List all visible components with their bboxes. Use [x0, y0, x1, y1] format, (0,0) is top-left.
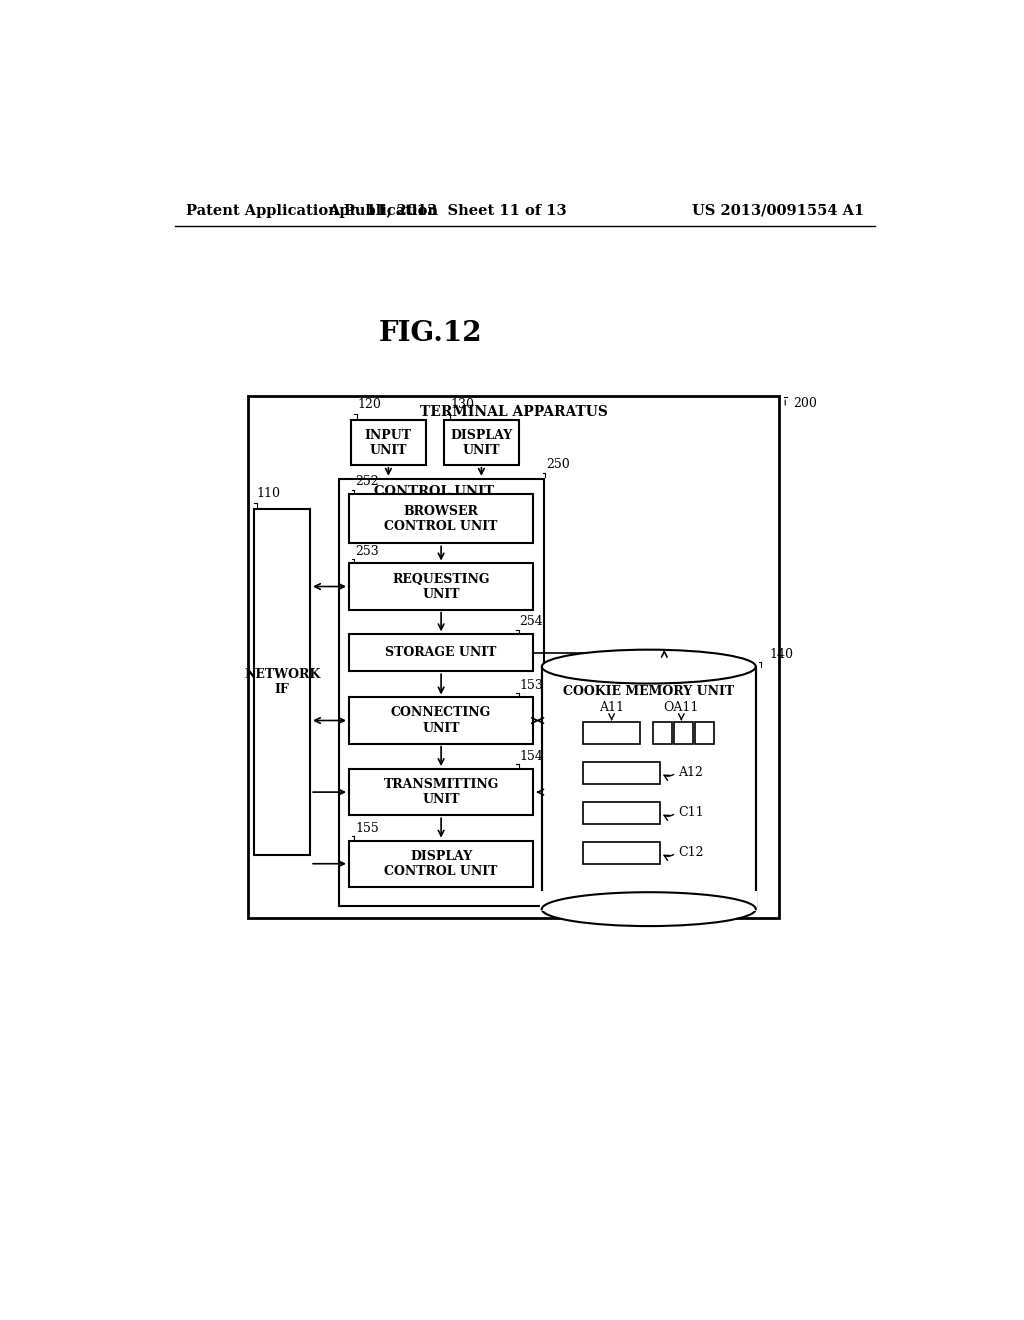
Text: Apr. 11, 2013  Sheet 11 of 13: Apr. 11, 2013 Sheet 11 of 13 [328, 203, 566, 218]
Text: A12: A12 [678, 767, 703, 779]
Text: 120: 120 [357, 399, 381, 412]
Text: STORAGE UNIT: STORAGE UNIT [385, 647, 497, 659]
Text: 252: 252 [355, 475, 379, 488]
Text: 155: 155 [355, 822, 379, 834]
Bar [254, 508, 310, 855]
Text: 253: 253 [355, 545, 379, 557]
Text: US 2013/0091554 A1: US 2013/0091554 A1 [692, 203, 864, 218]
Text: A11: A11 [599, 701, 624, 714]
Text: TRANSMITTING
UNIT: TRANSMITTING UNIT [383, 777, 499, 807]
Text: 250: 250 [547, 458, 570, 471]
Bar [349, 564, 534, 610]
Bar [652, 722, 672, 743]
Bar [339, 479, 544, 906]
Bar [694, 722, 714, 743]
Text: Patent Application Publication: Patent Application Publication [186, 203, 438, 218]
Text: TERMINAL APPARATUS: TERMINAL APPARATUS [420, 405, 607, 420]
Text: DISPLAY
CONTROL UNIT: DISPLAY CONTROL UNIT [384, 850, 498, 878]
Text: 153: 153 [519, 678, 544, 692]
Text: REQUESTING
UNIT: REQUESTING UNIT [392, 573, 489, 601]
Text: 140: 140 [770, 648, 794, 661]
Bar [542, 667, 756, 909]
Bar [349, 770, 534, 816]
Bar [349, 494, 534, 544]
Bar [351, 420, 426, 465]
Text: 110: 110 [257, 487, 281, 500]
Bar [349, 841, 534, 887]
Text: 200: 200 [793, 397, 817, 411]
Bar [349, 697, 534, 743]
Text: 154: 154 [519, 750, 544, 763]
Text: CONNECTING
UNIT: CONNECTING UNIT [391, 706, 492, 734]
Text: COOKIE MEMORY UNIT: COOKIE MEMORY UNIT [563, 685, 734, 698]
Text: BROWSER
CONTROL UNIT: BROWSER CONTROL UNIT [384, 504, 498, 533]
Bar [674, 722, 693, 743]
Bar [349, 635, 534, 671]
Text: OA11: OA11 [664, 701, 699, 714]
Text: NETWORK
IF: NETWORK IF [244, 668, 321, 696]
Ellipse shape [542, 649, 756, 684]
Text: C12: C12 [678, 846, 703, 859]
Text: C11: C11 [678, 807, 703, 820]
Text: INPUT
UNIT: INPUT UNIT [365, 429, 412, 457]
Bar [541, 891, 758, 909]
Text: CONTROL UNIT: CONTROL UNIT [374, 484, 494, 498]
Text: DISPLAY
UNIT: DISPLAY UNIT [451, 429, 513, 457]
Text: FIG.12: FIG.12 [379, 321, 482, 347]
Text: 254: 254 [519, 615, 543, 628]
Bar [444, 420, 518, 465]
Bar [248, 396, 779, 917]
Bar [583, 803, 660, 824]
Bar [583, 842, 660, 863]
Text: 130: 130 [451, 399, 474, 412]
Ellipse shape [542, 892, 756, 927]
Bar [583, 762, 660, 784]
Bar [583, 722, 640, 743]
